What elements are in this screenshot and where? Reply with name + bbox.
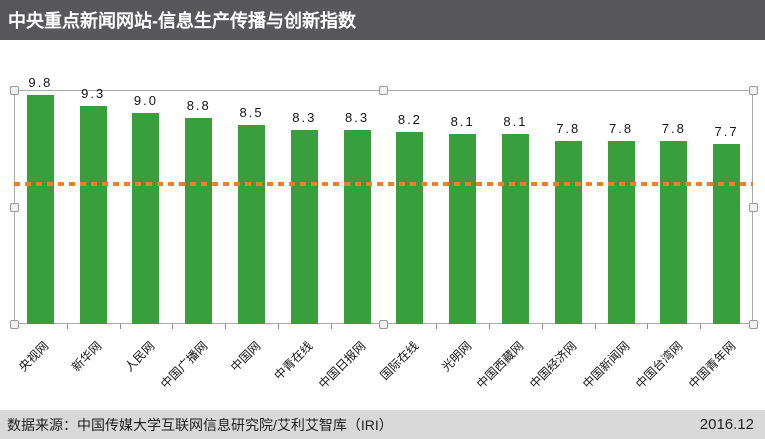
bar[interactable] <box>343 129 371 324</box>
bar-value-label: 7.8 <box>556 121 581 137</box>
axis-tick <box>647 324 649 329</box>
bar-value-label: 8.2 <box>397 112 422 128</box>
chart-canvas[interactable]: 9.8 央视网 9.3 新华网 9.0 人民网 8.8 中国广播网 8.5 中国网 8.3 中青在线 8… <box>0 0 765 410</box>
category-label: 人民网 <box>121 338 158 375</box>
bar[interactable] <box>132 113 160 324</box>
bar[interactable] <box>554 141 582 324</box>
axis-tick <box>489 324 491 329</box>
bar-value-label: 9.8 <box>28 74 53 90</box>
category-label: 中国新闻网 <box>580 338 633 392</box>
axis-tick <box>66 324 68 329</box>
selection-handle[interactable] <box>379 319 388 329</box>
selection-handle[interactable] <box>379 85 388 95</box>
category-label: 国际在线 <box>377 338 422 383</box>
axis-tick <box>700 324 702 329</box>
bar-value-label: 8.3 <box>292 109 317 125</box>
category-label: 新华网 <box>69 338 105 375</box>
bar[interactable] <box>449 134 477 324</box>
selection-handle[interactable] <box>9 85 19 95</box>
axis-tick <box>225 324 227 329</box>
bar[interactable] <box>185 118 213 324</box>
bar-value-label: 7.8 <box>661 121 686 137</box>
category-label: 中国日报网 <box>316 338 369 392</box>
title-bar: 中央重点新闻网站-信息生产传播与创新指数 <box>0 0 765 40</box>
bar[interactable] <box>501 134 529 324</box>
category-label: 中国网 <box>227 338 263 375</box>
bar[interactable] <box>238 125 266 324</box>
selection-handle[interactable] <box>9 319 19 329</box>
bar-value-label: 8.8 <box>186 98 211 114</box>
category-label: 中国经济网 <box>527 338 580 392</box>
bar-value-label: 7.7 <box>714 123 739 139</box>
bar-value-label: 8.1 <box>503 114 528 130</box>
reference-line <box>14 181 753 186</box>
category-label: 央视网 <box>16 338 52 375</box>
bar-value-label: 9.0 <box>133 93 158 109</box>
category-label: 光明网 <box>438 338 474 375</box>
axis-tick <box>119 324 121 329</box>
bar-value-label: 8.1 <box>450 114 475 130</box>
source-bar: 数据来源：中国传媒大学互联网信息研究院/艾利艾智库（IRI） 2016.12 <box>0 410 765 439</box>
bar[interactable] <box>607 141 635 324</box>
category-label: 中国广播网 <box>157 338 211 392</box>
category-label: 中国台湾网 <box>632 338 686 392</box>
axis-tick <box>277 324 279 329</box>
bar[interactable] <box>396 132 424 324</box>
axis-tick <box>436 324 438 329</box>
axis-tick <box>330 324 332 329</box>
axis-tick <box>172 324 174 329</box>
report-date: 2016.12 <box>699 416 754 433</box>
bar-value-label: 8.5 <box>239 105 264 121</box>
bar-value-label: 7.8 <box>608 121 634 137</box>
category-label: 中国西藏网 <box>474 338 527 392</box>
bar[interactable] <box>290 129 318 324</box>
bar[interactable] <box>26 94 54 324</box>
bar-value-label: 9.3 <box>81 86 106 102</box>
selection-handle[interactable] <box>748 202 758 212</box>
bar-value-label: 8.3 <box>345 109 370 125</box>
chart-title: 中央重点新闻网站-信息生产传播与创新指数 <box>8 11 356 31</box>
selection-handle[interactable] <box>748 319 758 329</box>
category-label: 中国青年网 <box>685 338 738 392</box>
selection-handle[interactable] <box>748 85 758 95</box>
bar[interactable] <box>79 106 107 324</box>
data-source-text: 数据来源：中国传媒大学互联网信息研究院/艾利艾智库（IRI） <box>7 416 393 433</box>
selection-handle[interactable] <box>9 202 19 212</box>
bar[interactable] <box>660 141 688 324</box>
bar[interactable] <box>713 143 741 324</box>
axis-tick <box>594 324 596 329</box>
category-label: 中青在线 <box>271 338 316 383</box>
axis-tick <box>541 324 543 329</box>
